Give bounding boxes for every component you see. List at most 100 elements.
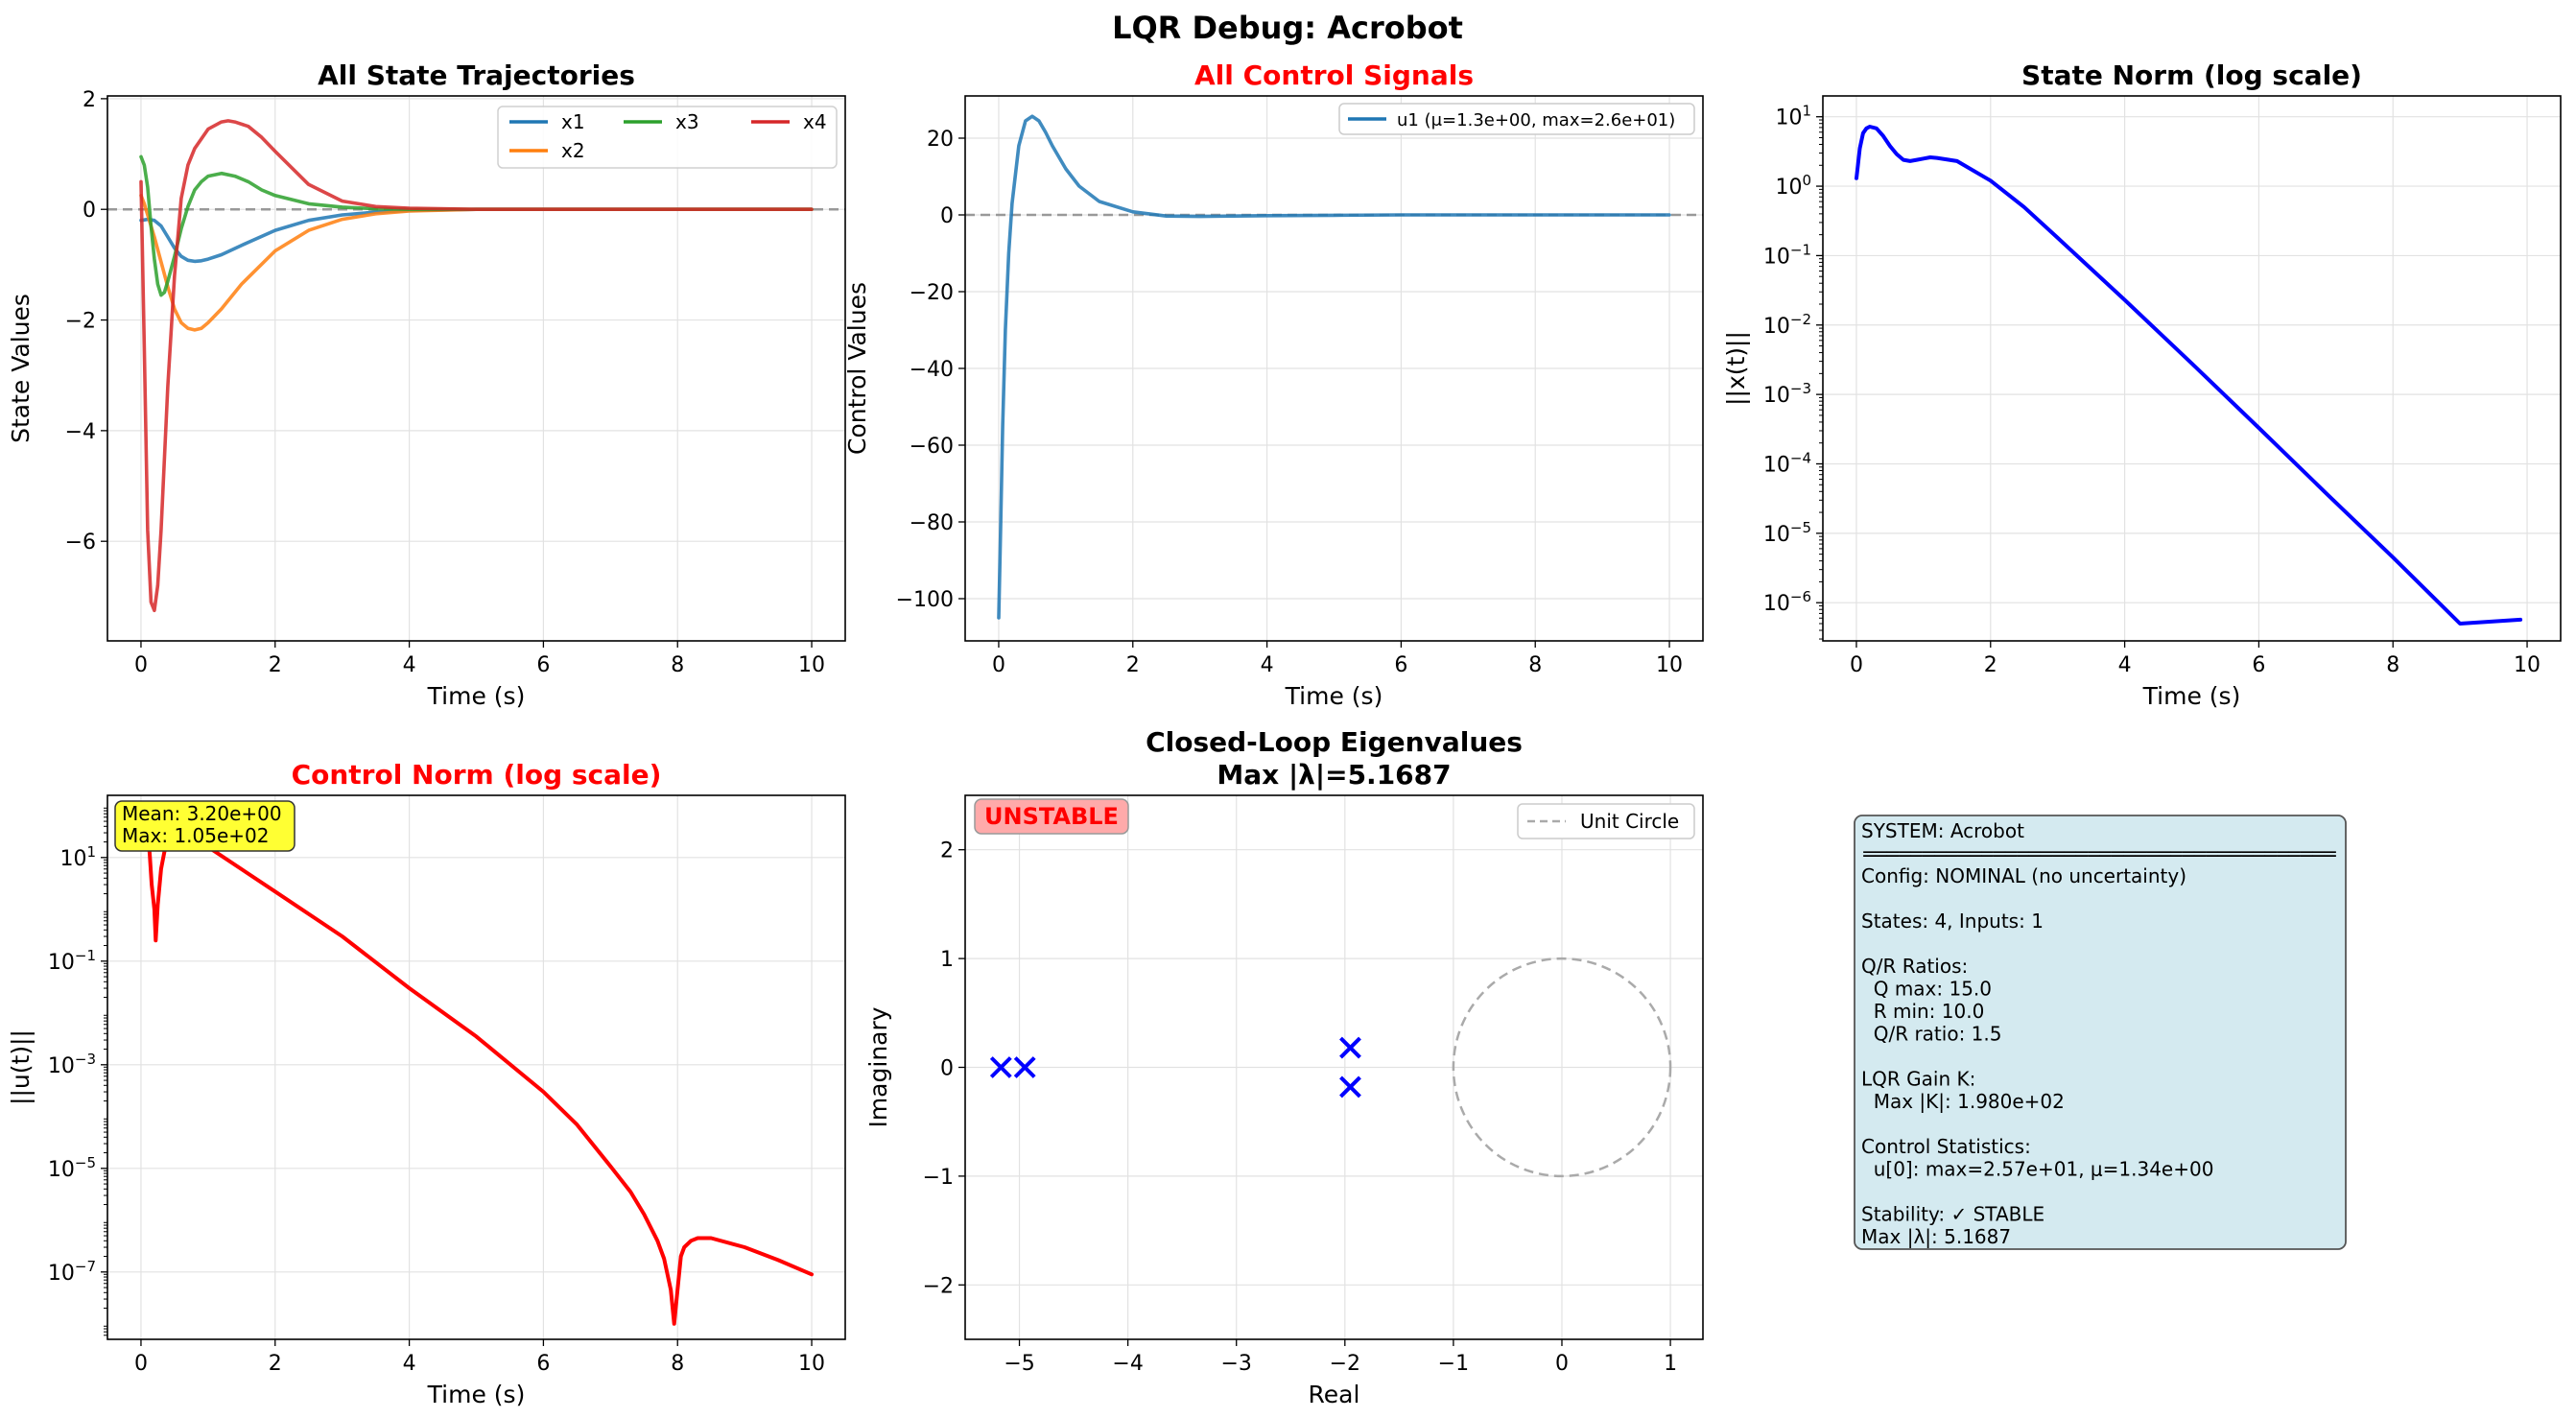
x-tick-label: −1 xyxy=(1438,1352,1469,1376)
x-tick-label: −4 xyxy=(1112,1352,1143,1376)
y-tick-label: 10−7 xyxy=(48,1258,96,1286)
y-axis-label: ||u(t)|| xyxy=(7,1029,35,1105)
chart-control_norm: 0 2 4 6 8 10 101 10−1 10−3 10−5 10−7 Control Norm (… xyxy=(7,759,846,1408)
stability-badge: UNSTABLE xyxy=(974,798,1129,835)
y-tick-label: −1 xyxy=(923,1166,954,1190)
x-tick-label: 8 xyxy=(2386,653,2399,677)
y-tick-label: −100 xyxy=(896,588,954,612)
y-tick-label: −2 xyxy=(65,310,96,334)
info-panel-line: Q max: 15.0 xyxy=(1861,978,1992,1001)
info-panel-line: SYSTEM: Acrobot xyxy=(1861,819,2024,842)
y-tick-label: −20 xyxy=(910,281,954,305)
x-tick-label: 0 xyxy=(134,653,148,677)
y-tick-label: 10−1 xyxy=(48,947,96,975)
x-tick-label: −2 xyxy=(1330,1352,1360,1376)
info-panel-line: Config: NOMINAL (no uncertainty) xyxy=(1861,864,2186,887)
stats-annotation-line: Mean: 3.20e+00 xyxy=(122,802,282,825)
x-axis-label: Time (s) xyxy=(427,682,526,710)
plot-area xyxy=(989,957,1672,1178)
x-tick-label: 0 xyxy=(1850,653,1863,677)
y-tick-label: −2 xyxy=(923,1274,954,1298)
info-panel-line: u[0]: max=2.57e+01, μ=1.34e+00 xyxy=(1861,1158,2213,1181)
stats-annotation-box xyxy=(114,800,295,852)
x-tick-label: 10 xyxy=(798,653,825,677)
x-tick-label: 0 xyxy=(1555,1352,1569,1376)
x-tick-label: 4 xyxy=(1261,653,1274,677)
legend-box xyxy=(1517,803,1695,839)
x-tick-label: −3 xyxy=(1221,1352,1252,1376)
y-tick-label: 0 xyxy=(940,204,954,228)
info-panel-line: LQR Gain K: xyxy=(1861,1068,1975,1091)
axes-frame xyxy=(106,794,846,1340)
y-tick-label: 1 xyxy=(940,948,954,972)
eigenvalue-marker-stroke xyxy=(1013,1056,1036,1078)
info-panel-line: Q/R ratio: 1.5 xyxy=(1861,1023,2001,1046)
chart-title: Max |λ|=5.1687 xyxy=(1217,759,1451,791)
x-tick-label: 2 xyxy=(269,1352,282,1376)
x-axis-label: Time (s) xyxy=(1285,682,1383,710)
info-panel-line: States: 4, Inputs: 1 xyxy=(1861,910,2044,933)
y-tick-label: 0 xyxy=(940,1057,954,1081)
x-tick-label: 4 xyxy=(403,653,416,677)
y-tick-label: 2 xyxy=(83,88,96,112)
y-tick-label: 10−2 xyxy=(1763,311,1811,339)
series-line-x1 xyxy=(139,207,814,264)
x-axis-label: Time (s) xyxy=(2142,682,2241,710)
eigenvalue-marker-stroke xyxy=(1339,1075,1361,1099)
legend-entry: x2 xyxy=(561,139,585,162)
info-panel-line: Control Statistics: xyxy=(1861,1135,2031,1158)
chart-states: 0 2 4 6 8 10 2 0 −2 −4 −6 All State Trajectories Tim… xyxy=(7,59,846,710)
stats-annotation-line: Max: 1.05e+02 xyxy=(122,824,270,847)
y-axis-label: Control Values xyxy=(843,282,871,455)
plot-area xyxy=(107,119,845,613)
legend-entry: x1 xyxy=(561,110,585,133)
series-line-norm xyxy=(139,802,814,1326)
y-tick-label: 20 xyxy=(927,128,954,152)
y-tick-label: 10−1 xyxy=(1763,241,1811,269)
plot-area xyxy=(965,114,1703,620)
series-line-norm xyxy=(1855,125,2523,626)
info-panel-line: Max |K|: 1.980e+02 xyxy=(1861,1090,2065,1113)
eigenvalue-marker xyxy=(989,1056,1012,1078)
info-panel-line: ======================================== xyxy=(1861,842,2338,865)
x-tick-label: 10 xyxy=(798,1352,825,1376)
x-tick-label: 0 xyxy=(992,653,1005,677)
y-tick-label: −4 xyxy=(65,420,96,444)
x-tick-label: 6 xyxy=(536,1352,550,1376)
x-tick-label: 8 xyxy=(671,1352,684,1376)
y-axis-label: ||x(t)|| xyxy=(1722,331,1750,406)
legend-box xyxy=(1338,103,1695,135)
y-tick-label: 2 xyxy=(940,839,954,863)
y-tick-label: 101 xyxy=(1775,103,1811,130)
y-tick-label: −60 xyxy=(910,435,954,459)
series-line-u1 xyxy=(997,114,1671,620)
chart-eigenvalues: −5 −4 −3 −2 −1 0 1 2 1 0 −1 −2 Closed-Loop Eigenvalu… xyxy=(864,726,1704,1408)
plot-area xyxy=(139,802,814,1326)
x-tick-label: 6 xyxy=(1394,653,1407,677)
x-tick-label: 8 xyxy=(671,653,684,677)
legend-entry: u1 (μ=1.3e+00, max=2.6e+01) xyxy=(1397,110,1675,130)
unit-circle xyxy=(1452,957,1672,1178)
series-line-x3 xyxy=(139,154,814,297)
y-tick-label: 10−3 xyxy=(48,1051,96,1078)
chart-controls: 0 2 4 6 8 10 20 0 −20 −40 −60 −80 −100 All Control Si… xyxy=(843,59,1704,710)
legend: Unit Circle xyxy=(1517,803,1695,839)
y-tick-label: −40 xyxy=(910,358,954,382)
y-tick-label: 10−4 xyxy=(1763,449,1811,477)
info-panel: SYSTEM: Acrobot=========================… xyxy=(1854,815,2347,1250)
y-tick-label: 10−5 xyxy=(1763,519,1811,547)
info-panel-line: R min: 10.0 xyxy=(1861,1000,1984,1023)
y-tick-label: 10−3 xyxy=(1763,380,1811,408)
y-tick-label: −6 xyxy=(65,531,96,555)
legend-entry: Unit Circle xyxy=(1580,810,1679,833)
plot-area xyxy=(1855,125,2523,626)
x-tick-label: 2 xyxy=(1126,653,1140,677)
chart-title: Control Norm (log scale) xyxy=(292,759,662,791)
axes-frame xyxy=(964,95,1704,642)
chart-state_norm: 0 2 4 6 8 10 101 100 10−1 10−2 10−3 10−4 10−5 10−6 Sta… xyxy=(1722,59,2562,710)
y-tick-label: 10−5 xyxy=(48,1154,96,1182)
x-axis-label: Real xyxy=(1309,1381,1360,1408)
legend-entry: x3 xyxy=(675,110,699,133)
